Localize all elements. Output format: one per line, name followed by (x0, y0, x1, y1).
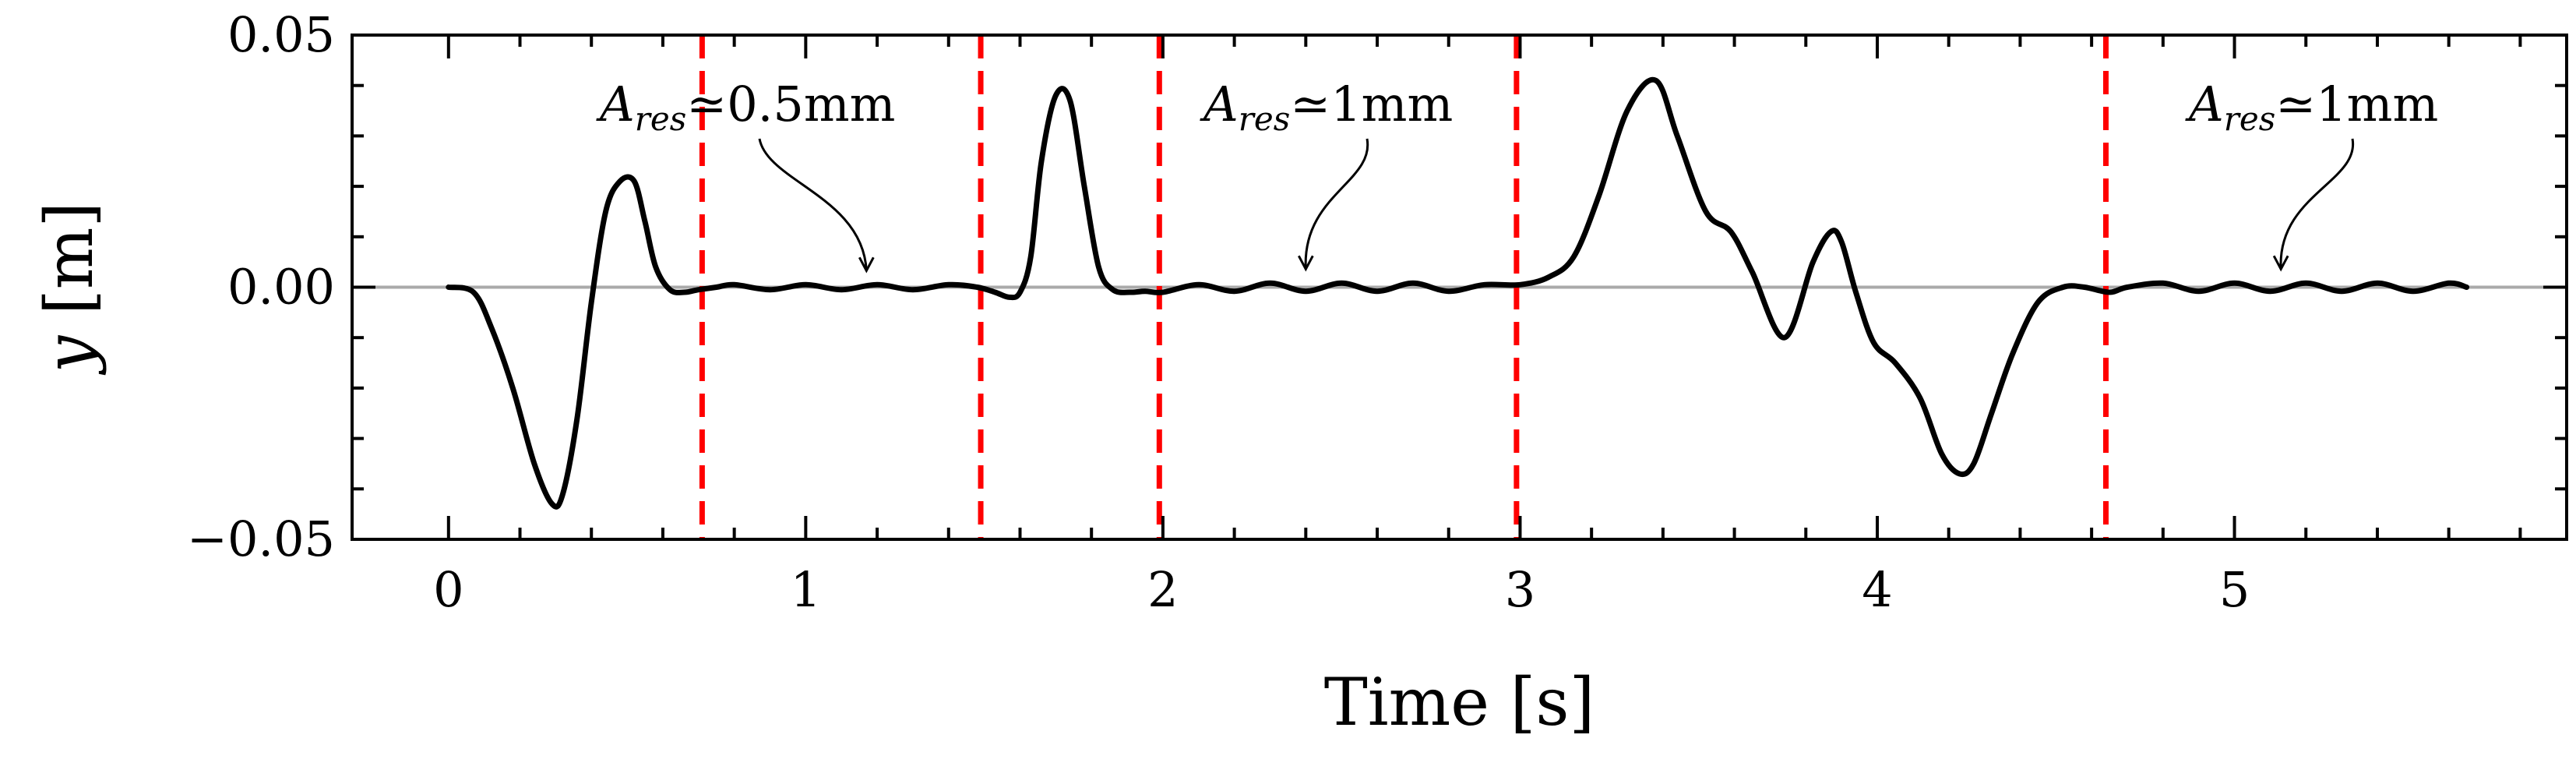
annotation-0: Ares≃0.5mm (596, 76, 895, 138)
annotation-1: Ares≃1mm (1200, 76, 1453, 138)
x-tick-label: 0 (433, 561, 463, 618)
x-tick-label: 5 (2219, 561, 2250, 618)
x-tick-label: 3 (1505, 561, 1535, 618)
annotation-arrowhead-0 (858, 256, 875, 274)
y-tick-label: 0.05 (227, 6, 335, 63)
x-tick-label: 2 (1147, 561, 1178, 618)
x-tick-label: 4 (1862, 561, 1892, 618)
annotation-arrow-2 (2279, 138, 2355, 270)
annotation-2: Ares≃1mm (2185, 76, 2438, 138)
annotation-arrowhead-2 (2272, 255, 2289, 272)
series-line-0 (446, 76, 2470, 510)
x-axis-title: Time [s] (1324, 664, 1595, 740)
y-tick-label: −0.05 (187, 510, 335, 567)
plot-area: 0 1 2 3 4 5 −0.05 0.00 0.05 Ares≃0.5mm Ares≃1mm Are… (187, 6, 2568, 618)
y-tick-label: 0.00 (227, 259, 335, 316)
x-tick-label: 1 (791, 561, 821, 618)
y-axis-title: y [m] (31, 202, 107, 376)
annotation-arrowhead-1 (1297, 255, 1314, 272)
annotation-arrow-1 (1304, 138, 1369, 270)
annotation-arrow-0 (758, 138, 868, 271)
